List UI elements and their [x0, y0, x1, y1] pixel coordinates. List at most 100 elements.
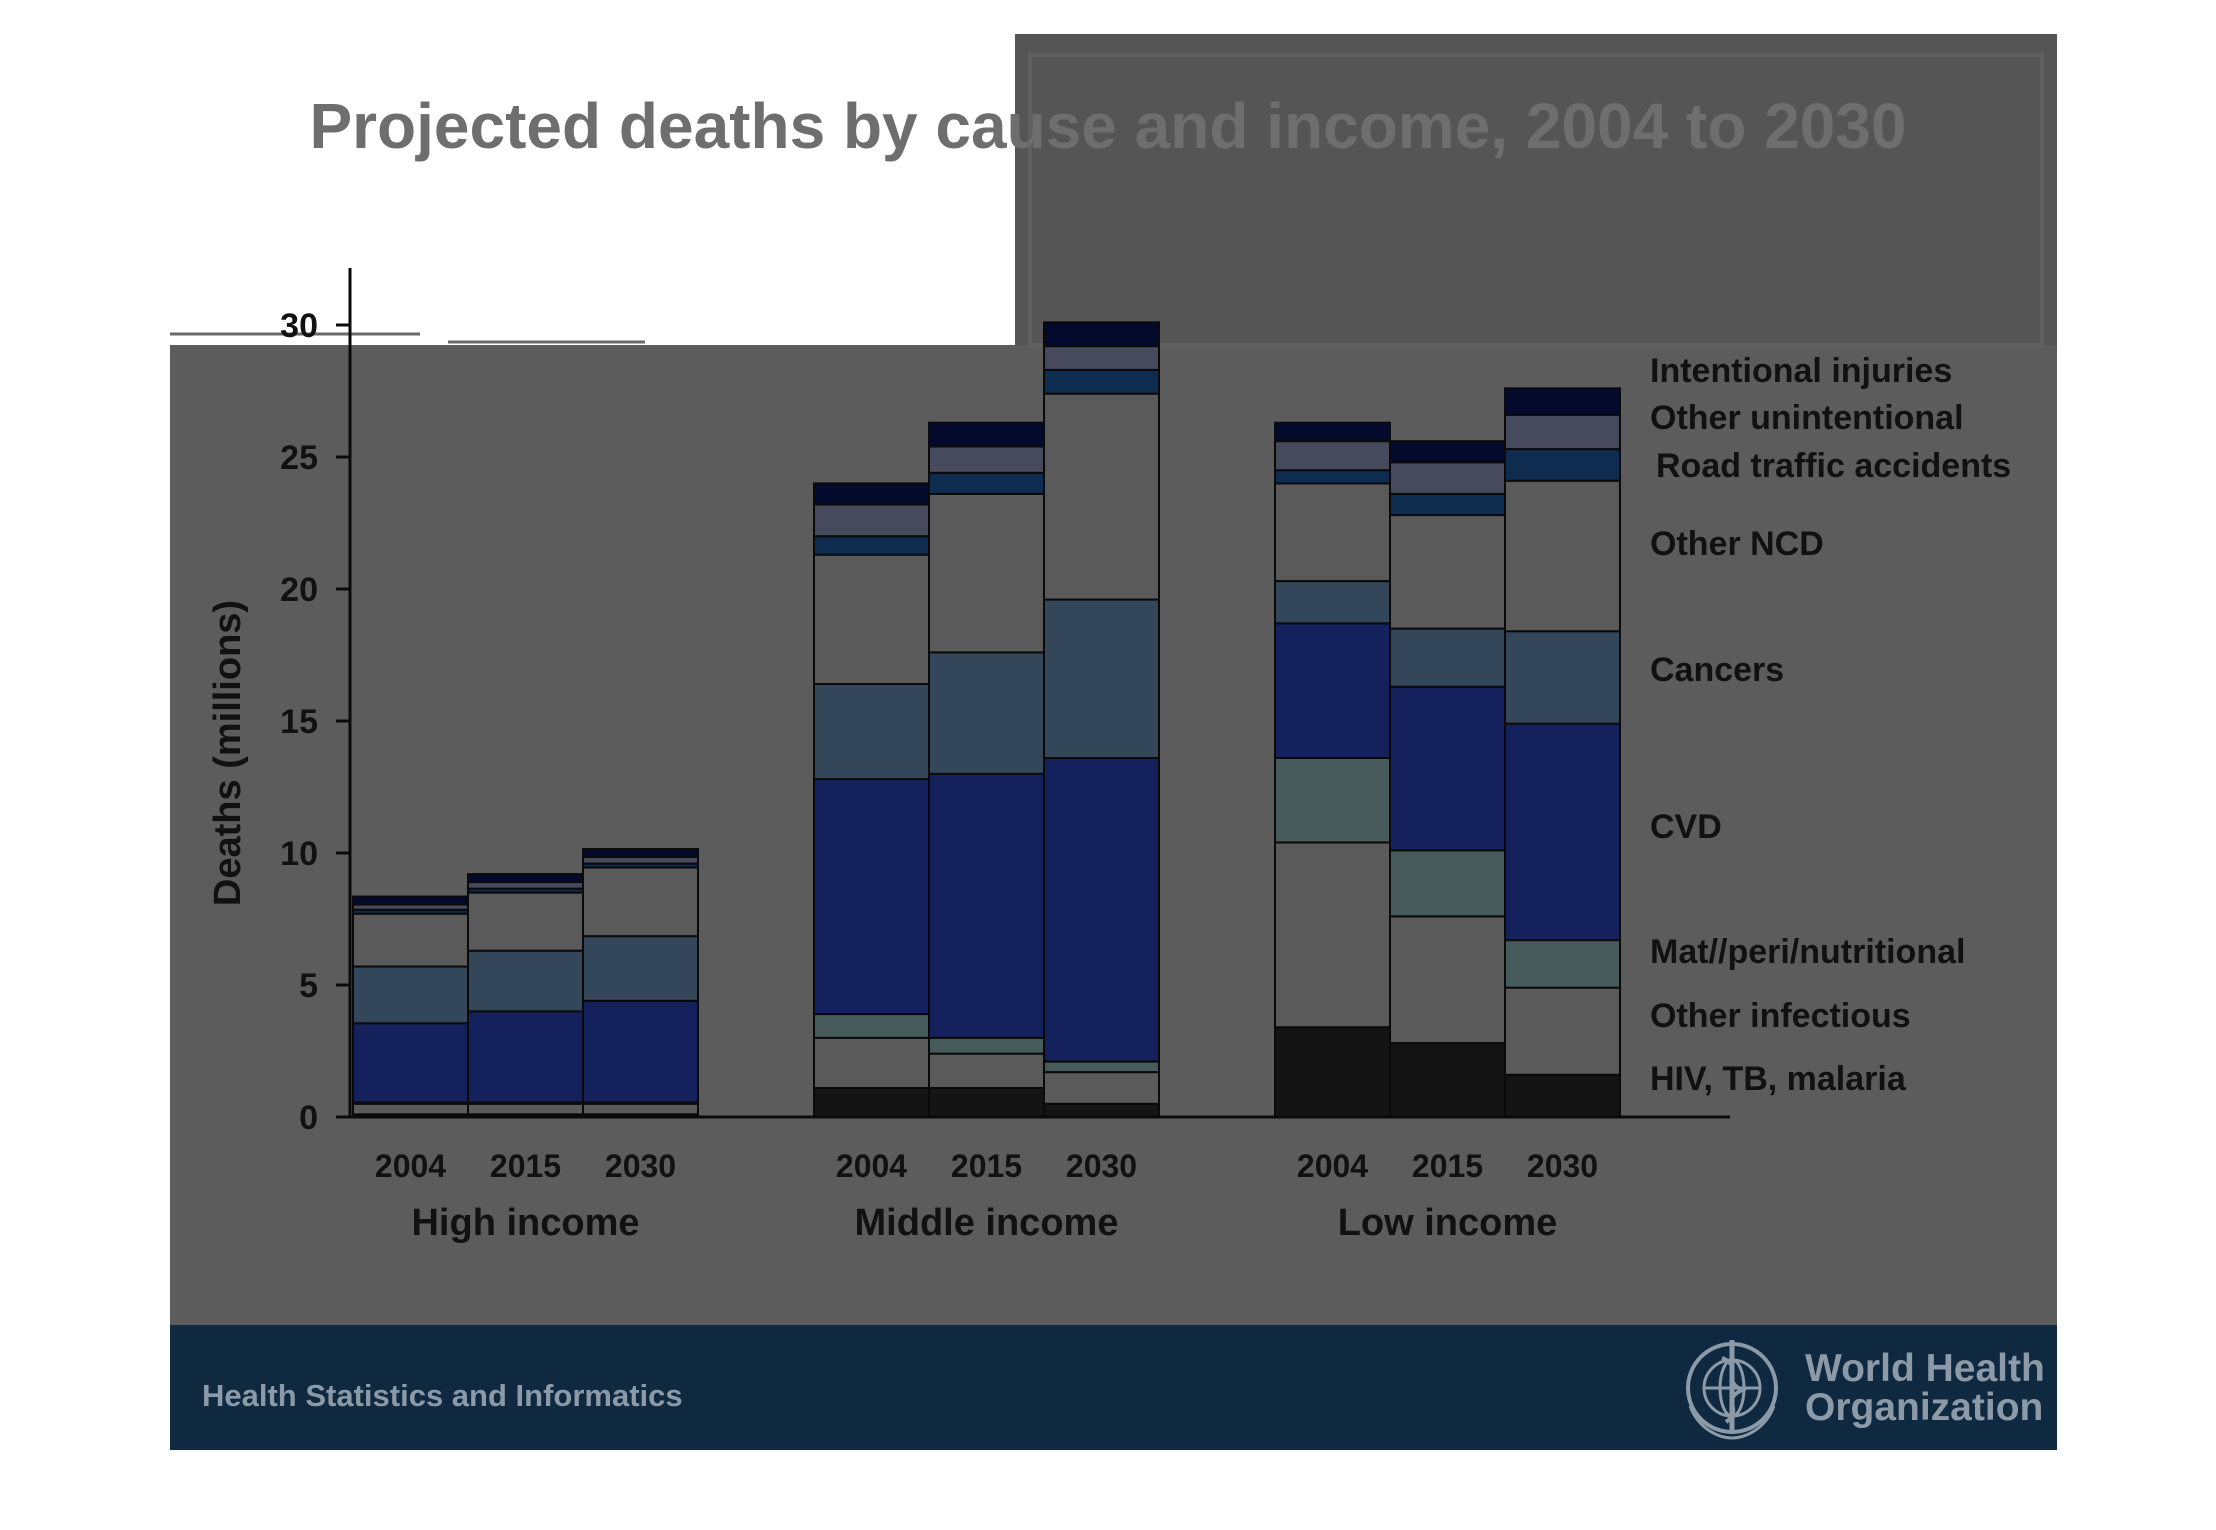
legend-layer: HIV, TB, malaria Other infectious Mat//per… [1650, 352, 2011, 1098]
bar-segment [1504, 939, 1621, 989]
bar-segment [582, 866, 699, 938]
bar-segment [1389, 1042, 1506, 1118]
bar-segment [1389, 849, 1506, 918]
bar-segment [813, 1086, 930, 1118]
bar-segment [813, 553, 930, 686]
bar-segment [1043, 1071, 1160, 1105]
bar-segment [1274, 841, 1391, 1029]
white-cutout [0, 0, 1015, 345]
bar-segment [813, 1013, 930, 1039]
bar-segment [813, 1036, 930, 1089]
header-panel-frame [1028, 53, 2044, 347]
bar-segment [813, 482, 930, 506]
bar-segment [1274, 440, 1391, 472]
x-tick-label: 2015 [490, 1148, 561, 1184]
bar-segment [1504, 630, 1621, 725]
bar-segment [1389, 440, 1506, 464]
bar-segment [1504, 986, 1621, 1076]
legend-label: Other unintentional [1650, 399, 1964, 437]
bar-segment [813, 503, 930, 538]
legend-label: CVD [1650, 808, 1722, 846]
bar-segment [582, 1102, 699, 1116]
bar-segment [582, 935, 699, 1002]
logo-text-line1: World Health [1805, 1347, 2045, 1390]
bar-segment [1504, 387, 1621, 416]
y-tick-label: 5 [299, 967, 318, 1005]
x-labels-layer: 2004 2015 2030 High income 2004 2015 2030 Middl… [375, 1148, 1598, 1244]
chart-title: Projected deaths by cause and income, 20… [309, 90, 1906, 162]
x-tick-label: 2030 [605, 1148, 676, 1184]
legend-label: HIV, TB, malaria [1650, 1060, 1907, 1098]
x-tick-label: 2004 [1297, 1148, 1368, 1184]
bar-segment [1043, 321, 1160, 348]
x-tick-label: 2030 [1527, 1148, 1598, 1184]
bar-segment [928, 471, 1045, 495]
bar-segment [1043, 756, 1160, 1063]
bar-segment [1043, 368, 1160, 395]
bar-segment [1274, 1026, 1391, 1118]
bar-segment [1504, 448, 1621, 482]
legend-label: Cancers [1650, 651, 1784, 689]
bar-segment [928, 492, 1045, 654]
bar-segment [1504, 722, 1621, 942]
bar-segment [1274, 421, 1391, 443]
bar-segment [928, 1052, 1045, 1089]
legend-label: Mat//peri/nutritional [1650, 933, 1965, 971]
bar-segment [1043, 1060, 1160, 1074]
bar-segment [352, 965, 469, 1025]
y-axis-label: Deaths (millions) [207, 600, 249, 906]
bars-layer [352, 321, 1621, 1119]
bar-segment [352, 912, 469, 968]
bar-segment [1389, 627, 1506, 688]
y-ticks-layer: 0 5 10 15 20 25 30 [280, 307, 350, 1137]
who-emblem-icon [1686, 1340, 1778, 1440]
bar-segment [813, 535, 930, 556]
axes-layer [338, 268, 1730, 1119]
y-tick-label: 0 [299, 1099, 318, 1137]
bar-segment [1504, 1073, 1621, 1119]
logo-text-line2: Organization [1805, 1386, 2043, 1429]
y-tick-label: 30 [280, 307, 318, 345]
y-tick-label: 20 [280, 571, 318, 609]
x-tick-label: 2015 [1412, 1148, 1483, 1184]
legend-label: Other NCD [1650, 525, 1824, 563]
bar-segment [813, 778, 930, 1016]
bar-segment [1043, 1102, 1160, 1119]
bar-segment [928, 445, 1045, 474]
bar-segment [1274, 622, 1391, 759]
bar-segment [1389, 461, 1506, 495]
bar-segment [813, 683, 930, 781]
bar-segment [1389, 915, 1506, 1045]
bar-segment [1504, 479, 1621, 633]
x-tick-label: 2015 [951, 1148, 1022, 1184]
bar-segment [1043, 392, 1160, 601]
bar-segment [1274, 469, 1391, 485]
footer-text: Health Statistics and Informatics [202, 1378, 683, 1413]
bar-segment [1274, 580, 1391, 625]
legend-label: Intentional injuries [1650, 352, 1952, 390]
bar-segment [928, 1086, 1045, 1118]
bar-segment [928, 651, 1045, 775]
bar-segment [1389, 492, 1506, 517]
bar-segment [1389, 685, 1506, 852]
x-tick-label: 2004 [375, 1148, 446, 1184]
bar-segment [467, 1102, 584, 1116]
bar-segment [467, 1010, 584, 1104]
bar-segment [928, 1036, 1045, 1055]
y-tick-label: 25 [280, 439, 318, 477]
bar-segment [928, 421, 1045, 448]
bar-segment [1274, 756, 1391, 844]
bar-segment [928, 772, 1045, 1039]
y-tick-label: 15 [280, 703, 318, 741]
x-tick-label: 2030 [1066, 1148, 1137, 1184]
group-label: High income [411, 1202, 639, 1244]
bar-segment [1504, 413, 1621, 451]
bar-segment [467, 873, 584, 884]
bar-segment [582, 848, 699, 858]
bar-segment [352, 1102, 469, 1116]
bar-segment [352, 1022, 469, 1104]
bar-segment [1043, 598, 1160, 759]
x-tick-label: 2004 [836, 1148, 907, 1184]
bar-segment [467, 891, 584, 952]
